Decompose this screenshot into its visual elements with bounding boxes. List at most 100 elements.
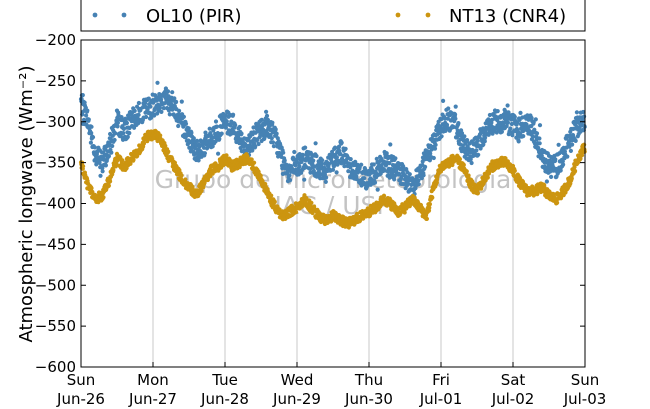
data-point [85,108,90,113]
data-point [416,182,421,187]
data-point [534,131,540,136]
x-tick-label: Sun Jul-03 [563,371,607,408]
data-point [531,134,536,139]
data-point [231,112,236,117]
data-point [172,96,177,101]
data-point [549,174,554,179]
data-point [581,109,586,115]
data-point [120,158,125,163]
data-point [529,115,534,121]
data-point [84,113,89,118]
data-point [573,138,578,143]
data-point [101,195,106,200]
data-point [106,154,111,159]
y-tick-label: −250 [35,72,76,90]
data-point [453,112,458,117]
data-point [505,120,510,125]
y-tick-label: −550 [35,317,76,335]
data-point [354,177,359,182]
data-point [86,117,91,122]
data-point [210,144,215,149]
data-point [157,105,162,110]
data-point [407,172,412,177]
data-point [565,154,570,159]
data-point [416,178,421,183]
data-point [219,131,224,136]
data-point [292,149,297,155]
data-point [515,120,520,125]
data-point [271,144,276,149]
data-point [265,117,270,122]
data-point [336,144,342,149]
data-point [423,164,428,169]
data-point [127,130,132,136]
x-tick-label: Sun Jun-26 [56,371,105,408]
data-point [324,175,329,180]
data-point [428,151,433,156]
data-point [333,145,338,150]
data-point [259,117,264,122]
legend-marker-nt13-b [425,12,431,18]
legend-marker-ol10-b [121,12,127,18]
data-point [97,160,102,165]
series-nt13-cnr4 [78,128,587,230]
legend-entry-ol10: OL10 (PIR) [146,6,242,27]
data-point [89,130,94,136]
data-point [314,153,319,159]
data-point [582,142,587,147]
data-point [381,193,387,198]
data-point [481,142,486,147]
data-point [300,152,305,157]
data-point [441,98,446,103]
data-point [524,122,529,127]
data-point [553,157,558,162]
data-point [525,113,530,118]
data-point [560,159,565,164]
data-point [144,114,149,120]
data-point [121,131,126,136]
data-point [388,142,393,147]
x-tick-label: Sat Jul-02 [491,371,535,408]
data-point [348,157,353,162]
data-point [512,168,517,173]
data-point [509,121,514,127]
data-point [531,120,536,125]
data-point [387,161,392,166]
data-point [288,178,293,183]
data-point [319,161,324,166]
data-point [281,150,286,155]
data-point [556,142,561,147]
data-point [512,114,517,119]
data-point [239,131,244,136]
series-ol10-pir [78,80,587,201]
data-point [264,113,270,118]
data-point [141,141,147,146]
data-point [439,117,444,122]
data-point [191,136,196,141]
data-point [274,131,279,136]
data-point [159,109,164,114]
data-point [465,138,470,143]
data-point [166,149,171,154]
data-point [374,156,379,161]
data-point [466,173,471,178]
data-point [203,130,208,135]
data-point [165,89,171,94]
data-point [272,199,277,205]
data-point [517,117,522,122]
data-point [431,155,436,161]
data-point [108,179,113,184]
data-point [309,200,314,205]
data-point [80,93,85,98]
data-point [482,139,487,144]
data-point [176,123,181,129]
data-point [476,152,481,157]
data-point [439,134,444,139]
data-point [181,114,186,119]
data-point [161,106,166,111]
data-point [444,122,450,127]
data-point [330,149,335,154]
data-point [508,126,513,131]
legend-marker-ol10-a [92,12,98,18]
data-point [174,99,179,104]
